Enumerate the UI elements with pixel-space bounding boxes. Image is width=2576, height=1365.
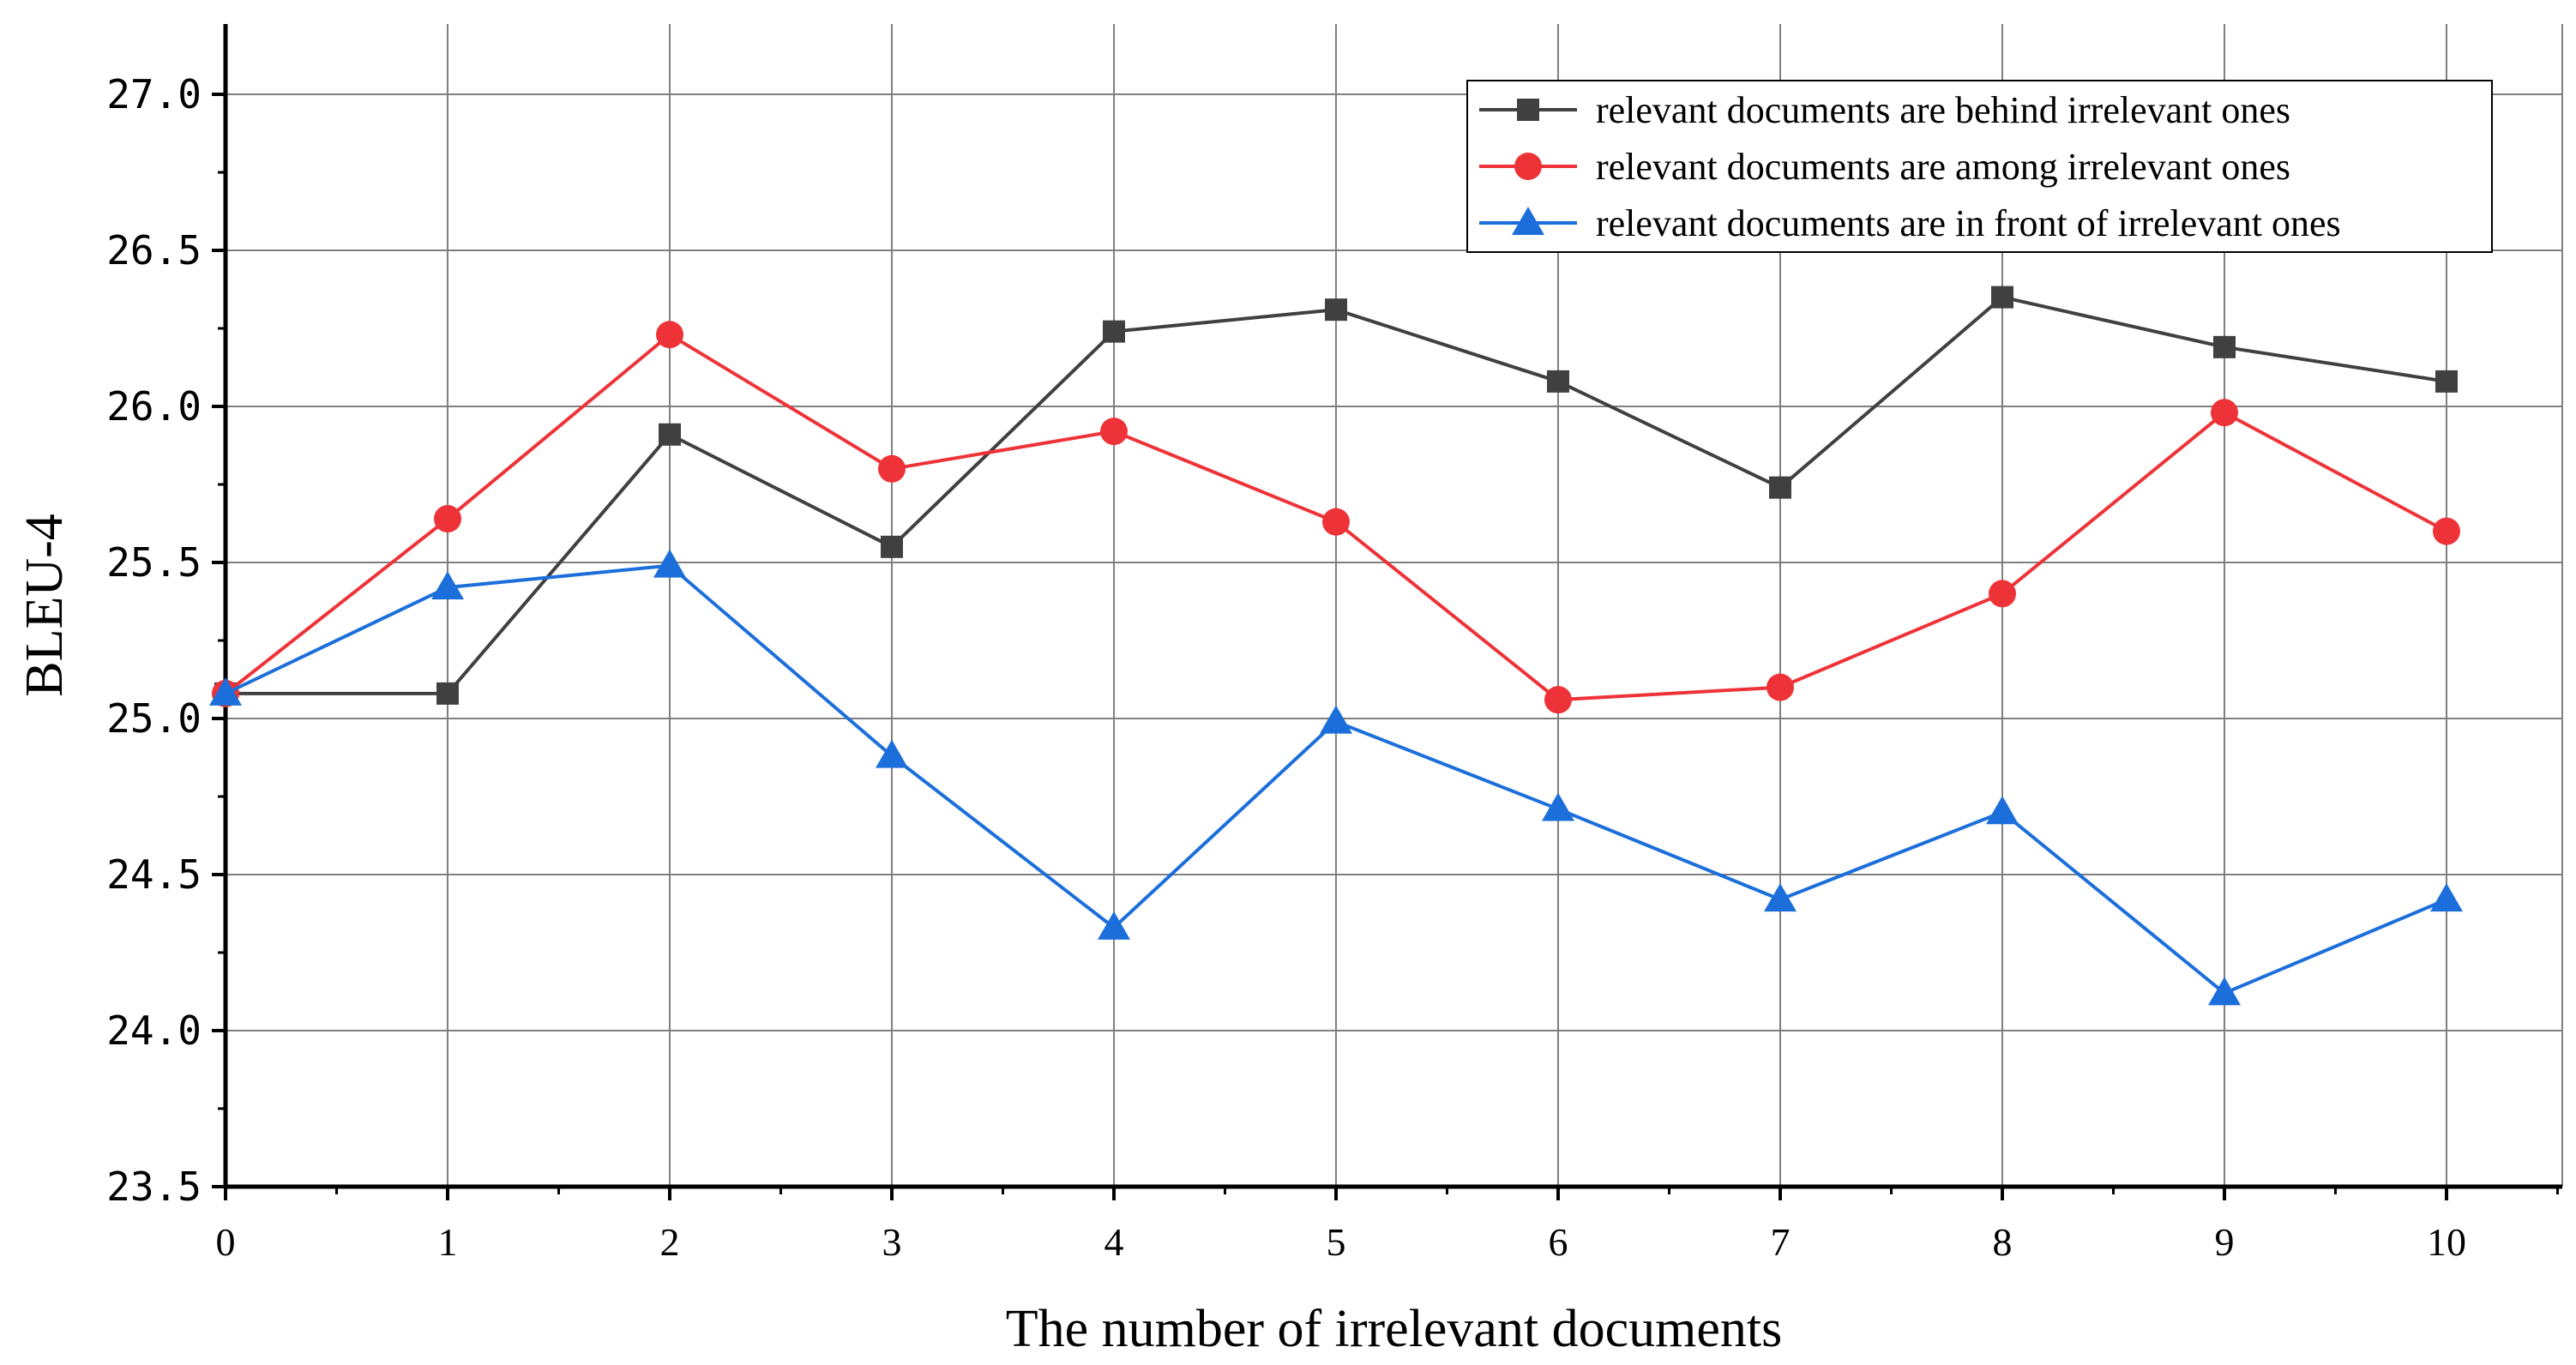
- data-point: [653, 549, 686, 578]
- legend-item-1: relevant documents are behind irrelevant…: [1479, 89, 2290, 131]
- data-point: [2208, 977, 2241, 1006]
- legend-item-2: relevant documents are among irrelevant …: [1479, 146, 2290, 188]
- data-point: [656, 321, 683, 349]
- data-point: [2433, 517, 2460, 545]
- data-point: [1769, 476, 1791, 499]
- x-tick-label: 10: [2427, 1220, 2466, 1264]
- legend-marker: [1514, 153, 1542, 180]
- data-point: [1547, 370, 1569, 393]
- x-tick-label: 6: [1549, 1220, 1568, 1264]
- y-tick-label: 24.0: [106, 1007, 202, 1054]
- legend-box: [1466, 80, 2493, 253]
- series-group: [209, 286, 2463, 1006]
- data-point: [878, 454, 906, 483]
- axes: [223, 24, 2562, 1189]
- data-point: [1544, 686, 1572, 714]
- y-axis-label: BLEU-4: [15, 514, 74, 697]
- data-point: [1764, 883, 1797, 912]
- x-tick-label: 3: [882, 1220, 902, 1264]
- data-point: [1322, 508, 1350, 536]
- legend-item-3: relevant documents are in front of irrel…: [1479, 202, 2341, 244]
- legend-label: relevant documents are among irrelevant …: [1596, 146, 2290, 188]
- data-point: [881, 535, 903, 558]
- data-point: [1991, 286, 2013, 309]
- x-tick-label: 0: [216, 1220, 236, 1264]
- data-point: [2211, 399, 2238, 427]
- data-point: [1766, 673, 1794, 701]
- x-tick-label: 1: [438, 1220, 458, 1264]
- y-tick-label: 25.0: [106, 695, 202, 742]
- data-point: [209, 676, 242, 706]
- y-tick-label: 27.0: [106, 71, 202, 117]
- legend-marker: [1512, 207, 1544, 235]
- legend-marker: [1517, 99, 1539, 121]
- series-3: [209, 549, 2463, 1006]
- data-point: [1986, 796, 2019, 825]
- x-tick-label: 7: [1771, 1220, 1791, 1264]
- data-point: [1542, 792, 1574, 821]
- x-tick-label: 8: [1993, 1220, 2013, 1264]
- data-point: [2435, 370, 2458, 393]
- data-point: [436, 682, 459, 705]
- x-tick-label: 5: [1327, 1220, 1346, 1264]
- x-tick-label: 9: [2215, 1220, 2235, 1264]
- data-point: [431, 571, 464, 600]
- data-point: [434, 505, 461, 533]
- data-point: [1320, 705, 1352, 734]
- y-tick-label: 25.5: [106, 539, 202, 586]
- y-tick-label: 26.5: [106, 227, 202, 274]
- data-point: [1989, 580, 2016, 608]
- data-point: [659, 423, 681, 446]
- axis-ticks: 23.5 24.0 24.5 25.0 25.5 26.0 26.5 27.0 0 1 2 3 4 5 6 7…: [106, 71, 2559, 1264]
- legend-label: relevant documents are in front of irrel…: [1596, 202, 2341, 244]
- data-point: [876, 739, 908, 768]
- legend: relevant documents are behind irrelevant…: [1466, 80, 2493, 253]
- y-tick-label: 23.5: [106, 1164, 202, 1210]
- data-point: [2430, 883, 2463, 912]
- legend-label: relevant documents are behind irrelevant…: [1596, 89, 2290, 131]
- data-point: [1100, 418, 1128, 446]
- data-point: [1098, 911, 1130, 940]
- y-tick-label: 24.5: [106, 851, 202, 898]
- x-tick-label: 2: [660, 1220, 680, 1264]
- data-point: [1325, 298, 1347, 322]
- y-tick-label: 26.0: [106, 383, 202, 430]
- series-1: [214, 286, 2458, 705]
- x-axis-label: The number of irrelevant documents: [1006, 1300, 1783, 1358]
- x-tick-label: 4: [1104, 1220, 1124, 1264]
- data-point: [2213, 335, 2236, 358]
- data-point: [1103, 320, 1125, 343]
